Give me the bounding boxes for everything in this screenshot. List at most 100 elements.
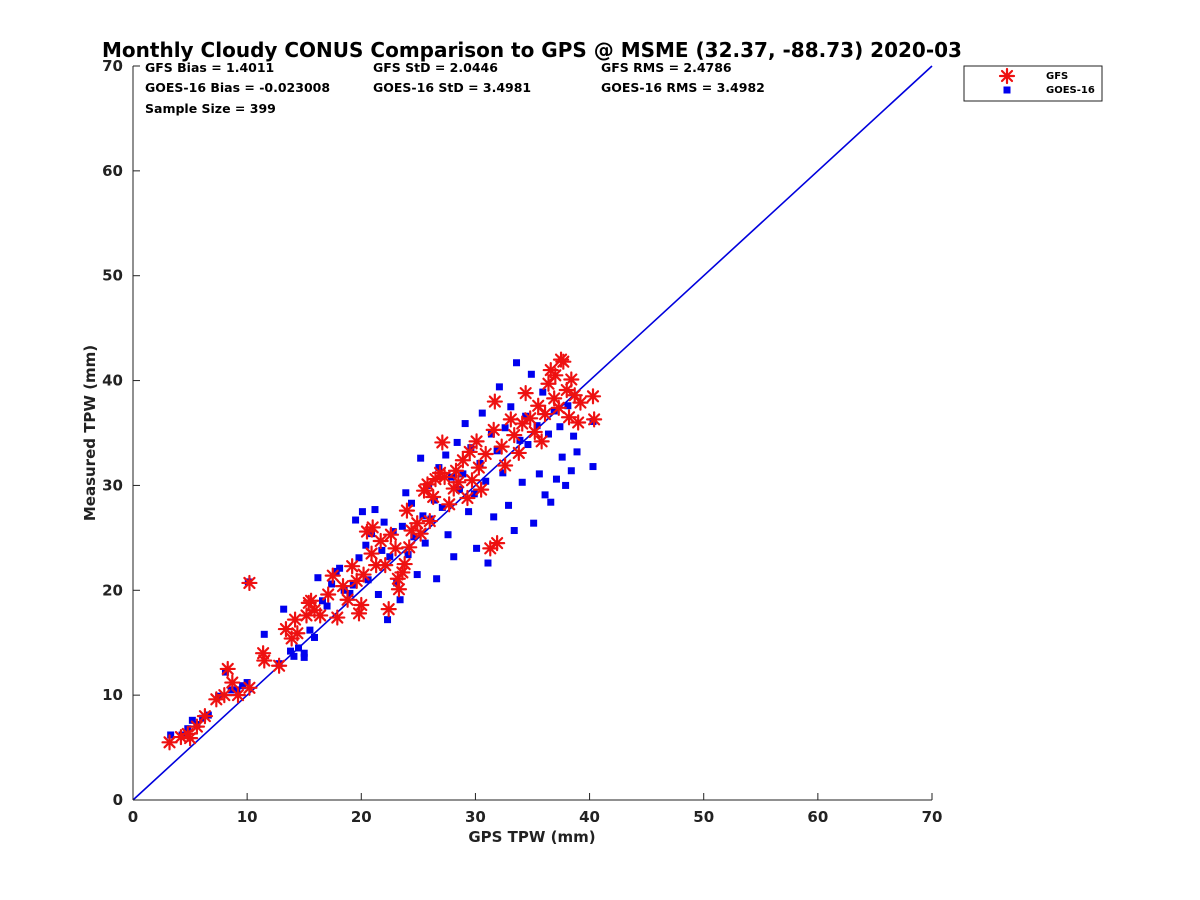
gfs-point: [546, 390, 563, 407]
goes-point: [589, 463, 597, 471]
goes-point: [310, 633, 318, 641]
gfs-point: [572, 394, 589, 411]
goes-point: [227, 686, 235, 694]
goes-point: [450, 553, 458, 561]
goes-point: [484, 559, 492, 567]
gfs-point: [506, 426, 523, 444]
gfs-point: [334, 577, 352, 595]
gfs-point: [586, 411, 603, 428]
y-ticks: 0 10 20 30 40 50 60 70: [102, 57, 140, 809]
gfs-point: [493, 438, 510, 455]
goes-point: [300, 649, 308, 657]
goes-point: [233, 686, 241, 694]
legend-box: [963, 65, 1103, 102]
gfs-point: [558, 381, 575, 399]
gfs-point: [355, 566, 372, 583]
gfs-point: [382, 526, 400, 543]
goes-point: [188, 716, 196, 724]
gfs-point: [502, 411, 519, 428]
goes-point: [533, 422, 541, 430]
x-ticks: 0 10 20 30 40 50 60 70: [128, 793, 942, 826]
gfs-point: [419, 476, 436, 493]
gfs-point: [398, 502, 416, 519]
gfs-point: [555, 353, 572, 370]
gfs-point: [298, 607, 315, 624]
goes-point: [374, 590, 382, 598]
gfs-point: [514, 415, 531, 432]
gfs-point: [563, 371, 580, 388]
gfs-point: [517, 385, 534, 402]
y-tick-label: 10: [102, 686, 123, 704]
goes-point: [556, 423, 564, 431]
goes-point: [280, 605, 288, 613]
gfs-point: [329, 609, 346, 626]
y-tick-label: 20: [102, 581, 123, 599]
gfs-point: [550, 399, 567, 416]
gfs-point: [390, 581, 408, 598]
goes-point: [393, 579, 401, 587]
stat-sample-size: Sample Size = 399: [145, 101, 276, 116]
goes-point: [473, 544, 481, 552]
goes-point: [404, 551, 412, 559]
gfs-point: [377, 557, 394, 574]
goes-point: [435, 464, 443, 472]
goes-point: [421, 539, 429, 547]
gfs-point: [339, 591, 356, 608]
goes-point: [318, 597, 326, 605]
gfs-point: [463, 472, 481, 489]
goes-point: [358, 508, 366, 516]
goes-point: [535, 470, 543, 478]
gfs-point: [401, 539, 418, 556]
gfs-point: [224, 674, 241, 691]
gfs-point: [196, 708, 214, 725]
chart-title: Monthly Cloudy CONUS Comparison to GPS @…: [102, 38, 962, 62]
gfs-point: [560, 409, 578, 426]
gfs-point: [241, 679, 258, 696]
goes-point: [562, 481, 570, 489]
gfs-point: [271, 657, 288, 674]
goes-point: [430, 496, 438, 504]
y-tick-label: 40: [102, 372, 123, 390]
gfs-point: [396, 555, 413, 573]
goes-point: [567, 467, 575, 475]
goes-point: [539, 388, 547, 396]
goes-point: [513, 359, 521, 367]
legend-goes-marker: [1003, 86, 1011, 94]
gfs-point: [312, 607, 329, 624]
gfs-point: [256, 652, 273, 669]
gfs-point: [570, 414, 587, 431]
goes-point: [505, 501, 513, 509]
gfs-point: [459, 489, 476, 507]
x-tick-label: 50: [693, 808, 714, 826]
goes-point: [558, 453, 566, 461]
goes-point: [167, 731, 175, 739]
goes-point: [490, 513, 498, 521]
goes-point: [306, 626, 314, 634]
gfs-point: [566, 387, 583, 404]
gfs-point: [320, 586, 337, 603]
goes-point: [355, 554, 363, 562]
legend-goes-label: GOES-16: [1046, 85, 1095, 96]
gfs-point: [353, 596, 370, 614]
gfs-point: [389, 570, 406, 587]
goes-point: [419, 512, 427, 520]
y-tick-label: 70: [102, 57, 123, 75]
goes-point: [352, 516, 360, 524]
gfs-point: [364, 519, 381, 536]
gfs-point: [485, 421, 502, 438]
goes-point: [362, 541, 370, 549]
x-axis-label: GPS TPW (mm): [468, 828, 595, 846]
gfs-point: [363, 545, 380, 562]
gfs-point: [584, 388, 602, 405]
gfs-point: [344, 558, 361, 575]
goes-point: [371, 506, 379, 514]
y-tick-label: 50: [102, 267, 123, 285]
goes-point: [547, 498, 555, 506]
goes-point: [260, 630, 268, 638]
goes-point: [438, 503, 446, 511]
stat-gfs-rms: GFS RMS = 2.4786: [601, 60, 732, 75]
goes-point: [482, 477, 490, 485]
goes-point: [323, 602, 331, 610]
goes-point: [501, 424, 509, 432]
goes-point: [461, 420, 469, 428]
